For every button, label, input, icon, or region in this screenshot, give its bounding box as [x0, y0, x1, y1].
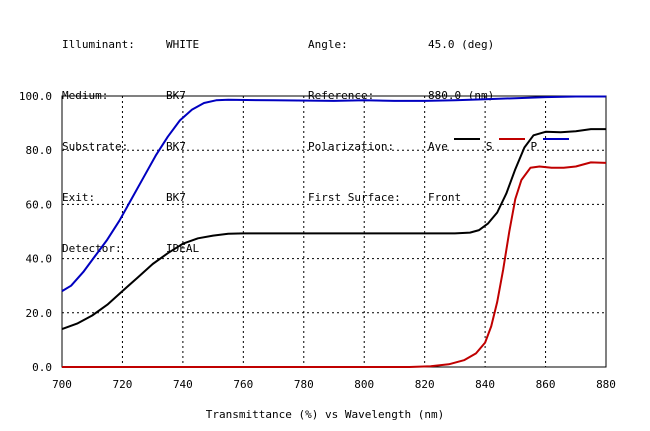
legend-label-s: S	[485, 140, 493, 153]
x-axis-label: Transmittance (%) vs Wavelength (nm)	[206, 408, 444, 421]
info-label: Illuminant:	[62, 38, 135, 51]
legend-label-p: P	[530, 140, 538, 153]
x-tick-label: 780	[294, 378, 314, 391]
x-tick-label: 740	[173, 378, 193, 391]
info-label: First Surface:	[308, 191, 401, 204]
x-tick-label: 800	[354, 378, 374, 391]
info-row: Angle: 45.0 (deg)	[308, 36, 575, 53]
y-tick-label: 20.0	[26, 307, 53, 320]
info-row: Illuminant: WHITE	[62, 36, 199, 53]
x-tick-label: 760	[233, 378, 253, 391]
info-value: BK7	[166, 140, 186, 153]
legend-line-ave	[453, 138, 480, 140]
info-value: Front	[428, 191, 462, 204]
info-label: Detector:	[62, 242, 122, 255]
info-value: IDEAL	[166, 242, 200, 255]
series-line-s	[62, 161, 607, 368]
info-label: Exit:	[62, 191, 96, 204]
legend-line-s	[498, 138, 525, 140]
info-value: BK7	[166, 191, 186, 204]
info-row: Exit: BK7	[62, 189, 199, 206]
y-tick-label: 0.0	[32, 361, 52, 374]
info-value: 45.0 (deg)	[428, 38, 495, 51]
info-label: Angle:	[308, 38, 348, 51]
x-tick-label: 860	[536, 378, 556, 391]
y-tick-label: 100.0	[19, 90, 52, 103]
x-tick-label: 820	[415, 378, 435, 391]
x-tick-label: 880	[596, 378, 616, 391]
chart-series	[61, 95, 607, 368]
info-row: Detector: IDEAL	[62, 240, 199, 257]
series-line-ave	[61, 128, 606, 331]
x-tick-label: 840	[475, 378, 495, 391]
axis-ticks: 700 720 740 760 780 800 820 840 860 880 0.0 20.0 40.…	[19, 90, 616, 391]
y-tick-label: 40.0	[26, 253, 53, 266]
y-tick-label: 60.0	[26, 198, 53, 211]
x-tick-label: 700	[52, 378, 72, 391]
plot-frame	[61, 95, 607, 368]
chart-grid	[62, 96, 606, 367]
series-line-p	[61, 95, 606, 292]
info-row: First Surface: Front	[308, 189, 575, 206]
legend-line-p	[543, 138, 570, 140]
y-tick-label: 80.0	[26, 144, 53, 157]
x-tick-label: 720	[113, 378, 133, 391]
info-value: WHITE	[166, 38, 200, 51]
